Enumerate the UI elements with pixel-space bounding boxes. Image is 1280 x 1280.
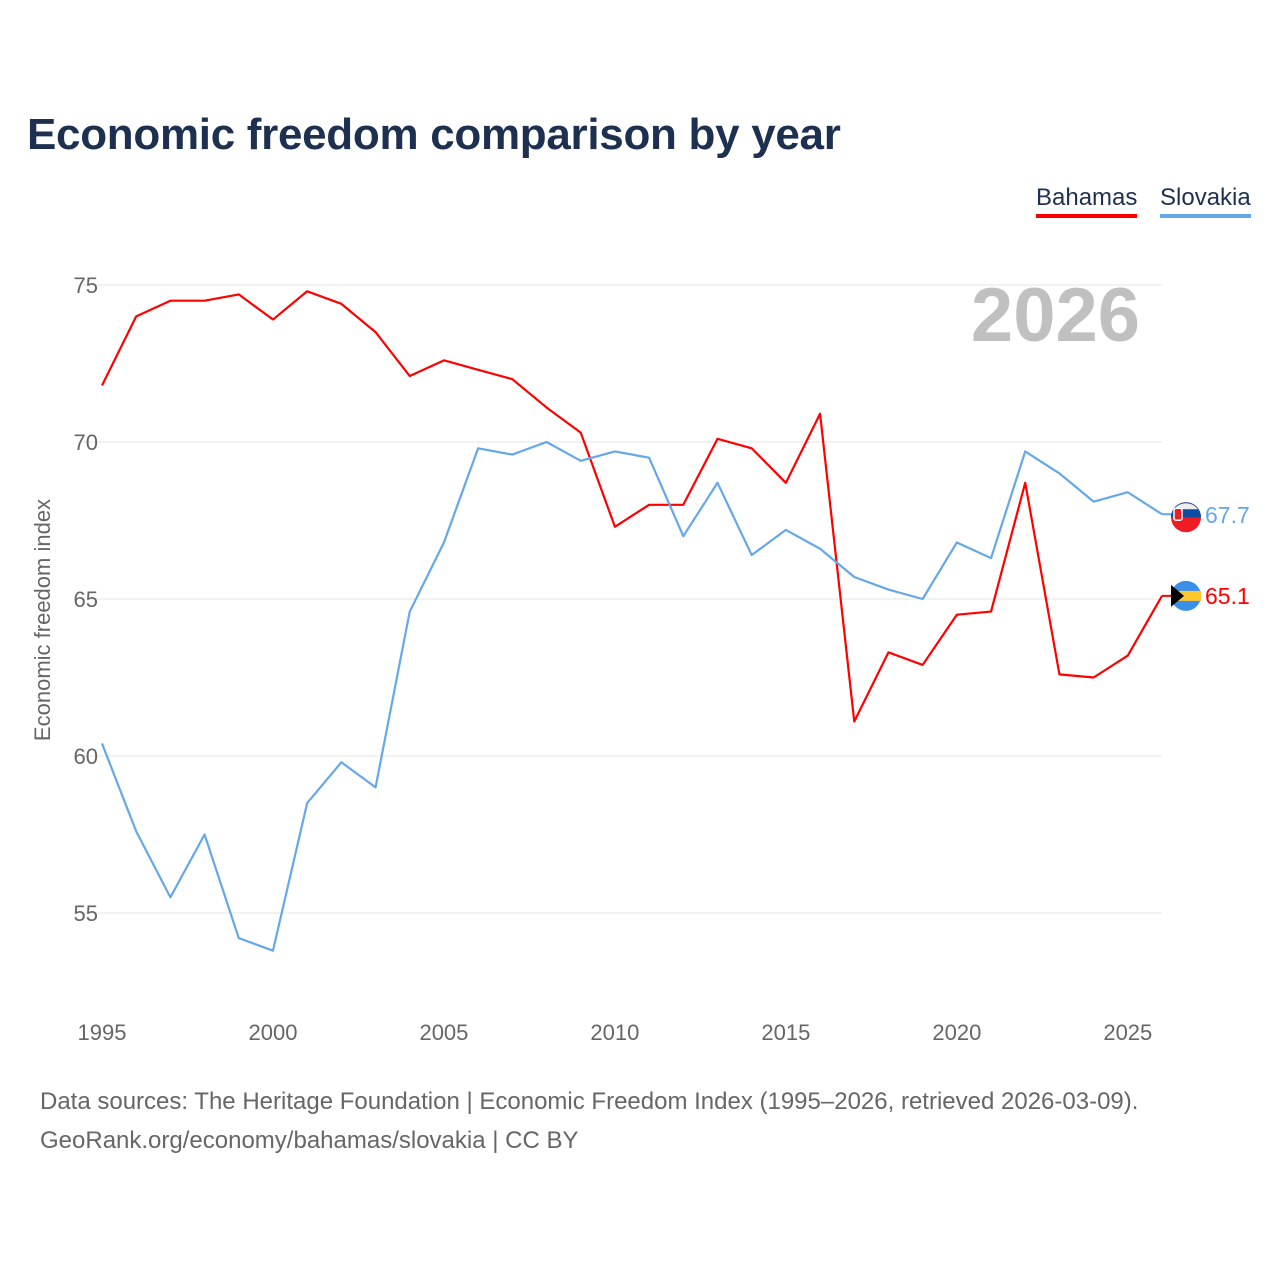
- x-tick-label: 2000: [248, 1020, 297, 1045]
- legend-bahamas[interactable]: Bahamas: [1036, 184, 1138, 218]
- x-tick-label: 2005: [419, 1020, 468, 1045]
- chart-title: Economic freedom comparison by year: [27, 110, 841, 159]
- y-tick-label: 70: [74, 430, 98, 455]
- y-tick-label: 55: [74, 901, 98, 926]
- chart-plot: 55 60 65 70 75 1995 2000 2005 2010 2015 2020 2025 Ec…: [30, 273, 1250, 1045]
- flag-emblem: [1173, 507, 1183, 521]
- series-line-bahamas: [101, 290, 1163, 723]
- x-tick-label: 1995: [78, 1020, 127, 1045]
- x-tick-label: 2025: [1103, 1020, 1152, 1045]
- flag-gold-band: [1171, 590, 1201, 601]
- x-tick-label: 2010: [590, 1020, 639, 1045]
- x-tick-label: 2015: [761, 1020, 810, 1045]
- y-axis-label: Economic freedom index: [30, 499, 55, 741]
- legend-slovakia[interactable]: Slovakia: [1160, 184, 1251, 218]
- end-value-label: 65.1: [1205, 583, 1250, 609]
- flag-black-triangle: [1171, 584, 1184, 607]
- y-tick-label: 75: [74, 273, 98, 298]
- footer-credit: GeoRank.org/economy/bahamas/slovakia | C…: [40, 1127, 579, 1154]
- x-tick-label: 2020: [932, 1020, 981, 1045]
- year-watermark: 2026: [971, 273, 1140, 358]
- series-line-slovakia: [100, 440, 1163, 952]
- y-tick-label: 65: [74, 587, 98, 612]
- footer-sources: Data sources: The Heritage Foundation | …: [40, 1088, 1139, 1115]
- end-value-label: 67.7: [1205, 502, 1250, 528]
- y-tick-label: 60: [74, 744, 98, 769]
